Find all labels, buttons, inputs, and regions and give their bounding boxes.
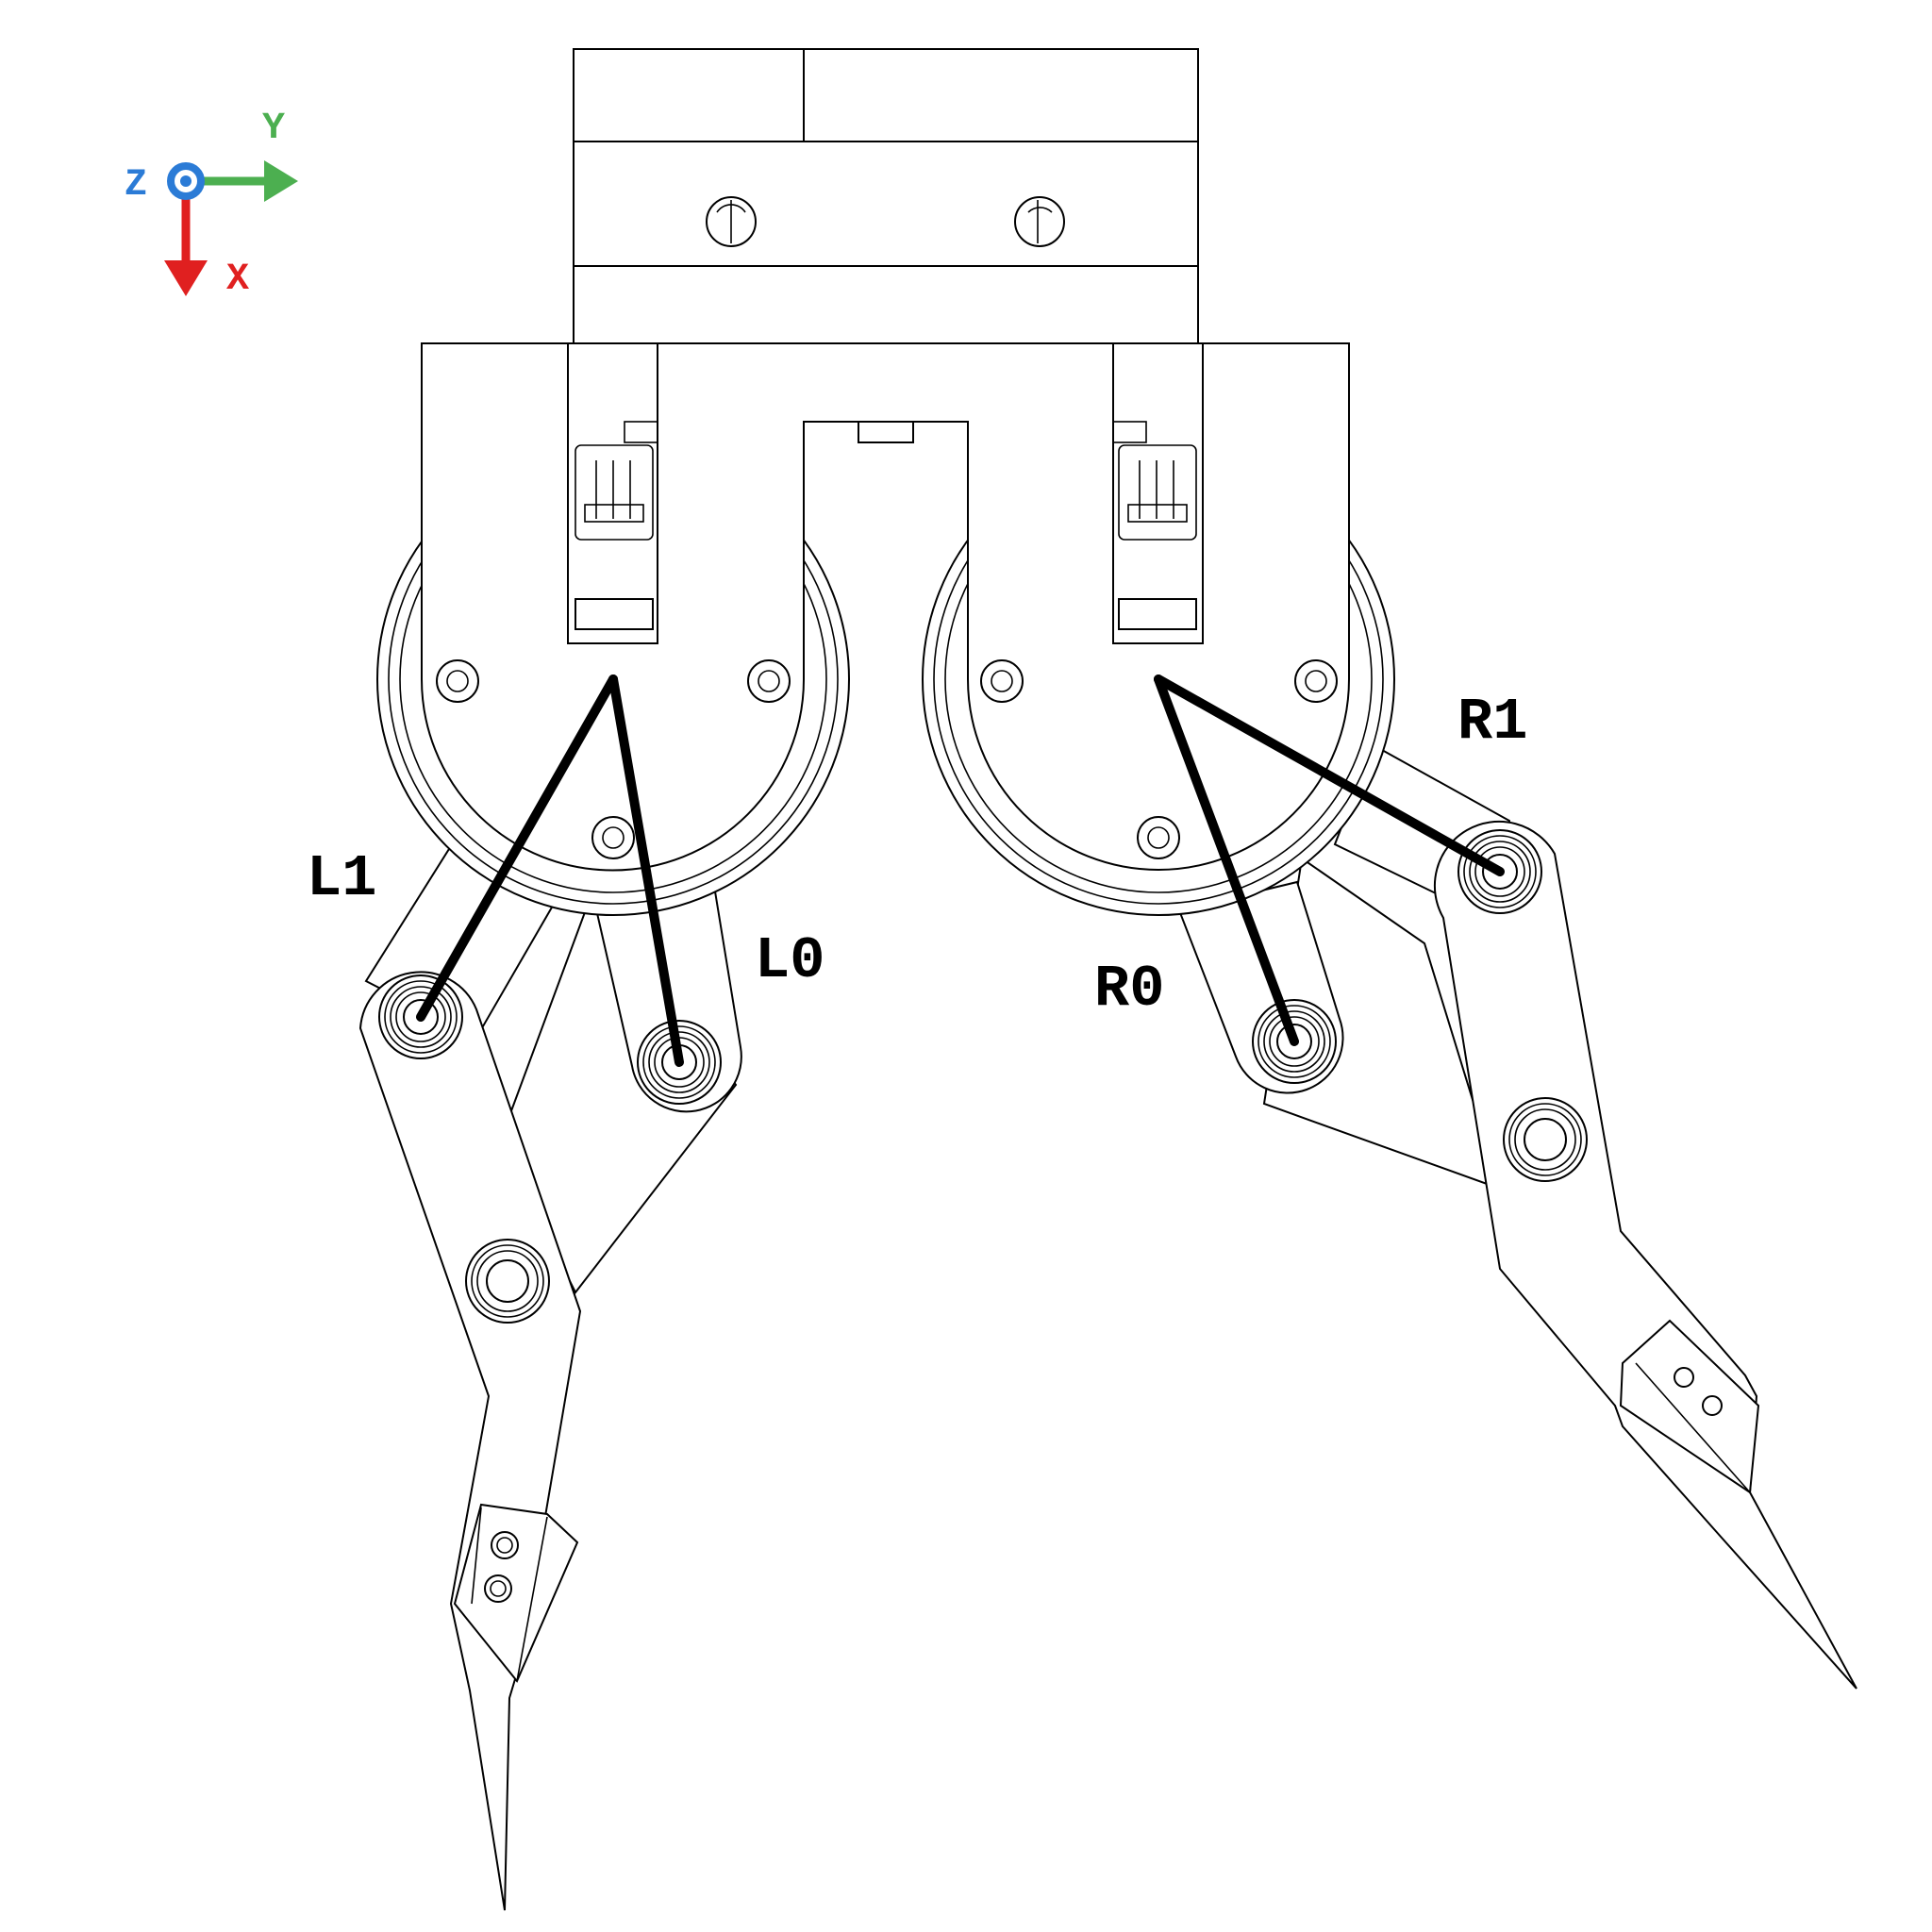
bearing-right-middle xyxy=(1503,1097,1588,1182)
label-l0: L0 xyxy=(755,927,824,994)
y-axis-arrow xyxy=(200,160,298,202)
label-r1: R1 xyxy=(1457,689,1527,756)
x-axis-label: X xyxy=(226,258,249,301)
mounting-screw-left xyxy=(706,196,757,247)
bearing-left-middle xyxy=(465,1239,550,1324)
link-line-r1 xyxy=(1154,675,1505,876)
left-finger xyxy=(358,847,742,1911)
link-line-r0 xyxy=(1154,675,1299,1046)
z-axis-marker xyxy=(167,162,205,200)
x-axis-arrow xyxy=(164,198,208,296)
mounting-block xyxy=(573,48,1199,344)
disc-screws xyxy=(436,659,1338,859)
label-l1: L1 xyxy=(307,845,376,912)
mounting-screw-right xyxy=(1014,196,1065,247)
label-r0: R0 xyxy=(1094,956,1164,1023)
link-line-l0 xyxy=(608,675,684,1067)
coordinate-axes: Z Y X xyxy=(125,108,298,301)
link-line-l1 xyxy=(416,675,618,1022)
kinematic-links xyxy=(416,675,1505,1067)
z-axis-label: Z xyxy=(125,164,147,207)
right-finger xyxy=(1177,743,1857,1690)
y-axis-label: Y xyxy=(262,108,285,150)
